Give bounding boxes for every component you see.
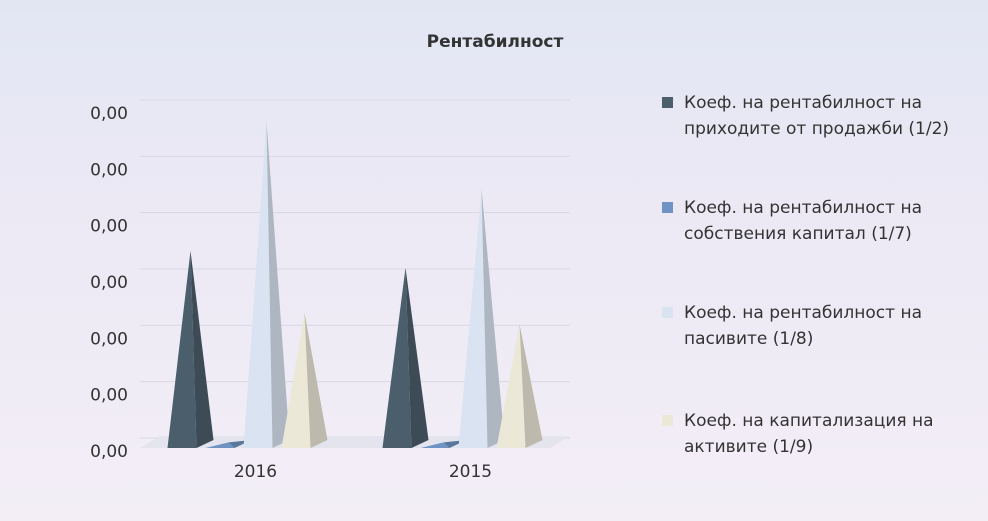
bar — [458, 188, 505, 448]
y-tick-label: 0,00 — [90, 160, 128, 180]
bar — [281, 312, 328, 448]
bar-side — [405, 267, 429, 448]
legend-swatch — [662, 97, 673, 108]
y-tick-label: 0,00 — [90, 442, 128, 462]
legend-label: Коеф. на рентабилност на собствения капи… — [684, 198, 922, 244]
legend-item: Коеф. на рентабилност на пасивите (1/8) — [662, 300, 977, 352]
x-tick-label: 2016 — [234, 462, 277, 482]
legend-swatch — [662, 307, 673, 318]
bar-face — [382, 267, 412, 448]
y-tick-label: 0,00 — [90, 386, 128, 406]
bar-side — [519, 324, 543, 448]
bar — [496, 324, 543, 448]
x-tick-label: 2015 — [449, 462, 492, 482]
y-tick-label: 0,00 — [90, 329, 128, 349]
legend-swatch — [662, 415, 673, 426]
bar — [382, 267, 429, 448]
bar-side — [190, 250, 214, 448]
bar-face — [496, 324, 526, 448]
bar-face — [205, 442, 235, 448]
legend-swatch — [662, 202, 673, 213]
bar-face — [281, 312, 311, 448]
legend-label: Коеф. на капитализация на активите (1/9) — [684, 411, 934, 457]
bar — [243, 121, 290, 449]
y-tick-label: 0,00 — [90, 217, 128, 237]
legend-label: Коеф. на рентабилност на приходите от пр… — [684, 93, 950, 139]
bar-face — [167, 250, 197, 448]
bar-face — [243, 121, 273, 449]
legend-item: Коеф. на капитализация на активите (1/9) — [662, 408, 977, 460]
bar-side — [481, 188, 505, 448]
bar-side — [266, 121, 290, 449]
bar-side — [304, 312, 328, 448]
bar-face — [458, 188, 488, 448]
legend-label: Коеф. на рентабилност на пасивите (1/8) — [684, 303, 922, 349]
y-tick-label: 0,00 — [90, 104, 128, 124]
legend-item: Коеф. на рентабилност на приходите от пр… — [662, 90, 977, 142]
bar-face — [420, 442, 450, 448]
bar — [167, 250, 214, 448]
y-tick-label: 0,00 — [90, 273, 128, 293]
legend-item: Коеф. на рентабилност на собствения капи… — [662, 195, 977, 247]
chart-title: Рентабилност — [427, 32, 564, 52]
